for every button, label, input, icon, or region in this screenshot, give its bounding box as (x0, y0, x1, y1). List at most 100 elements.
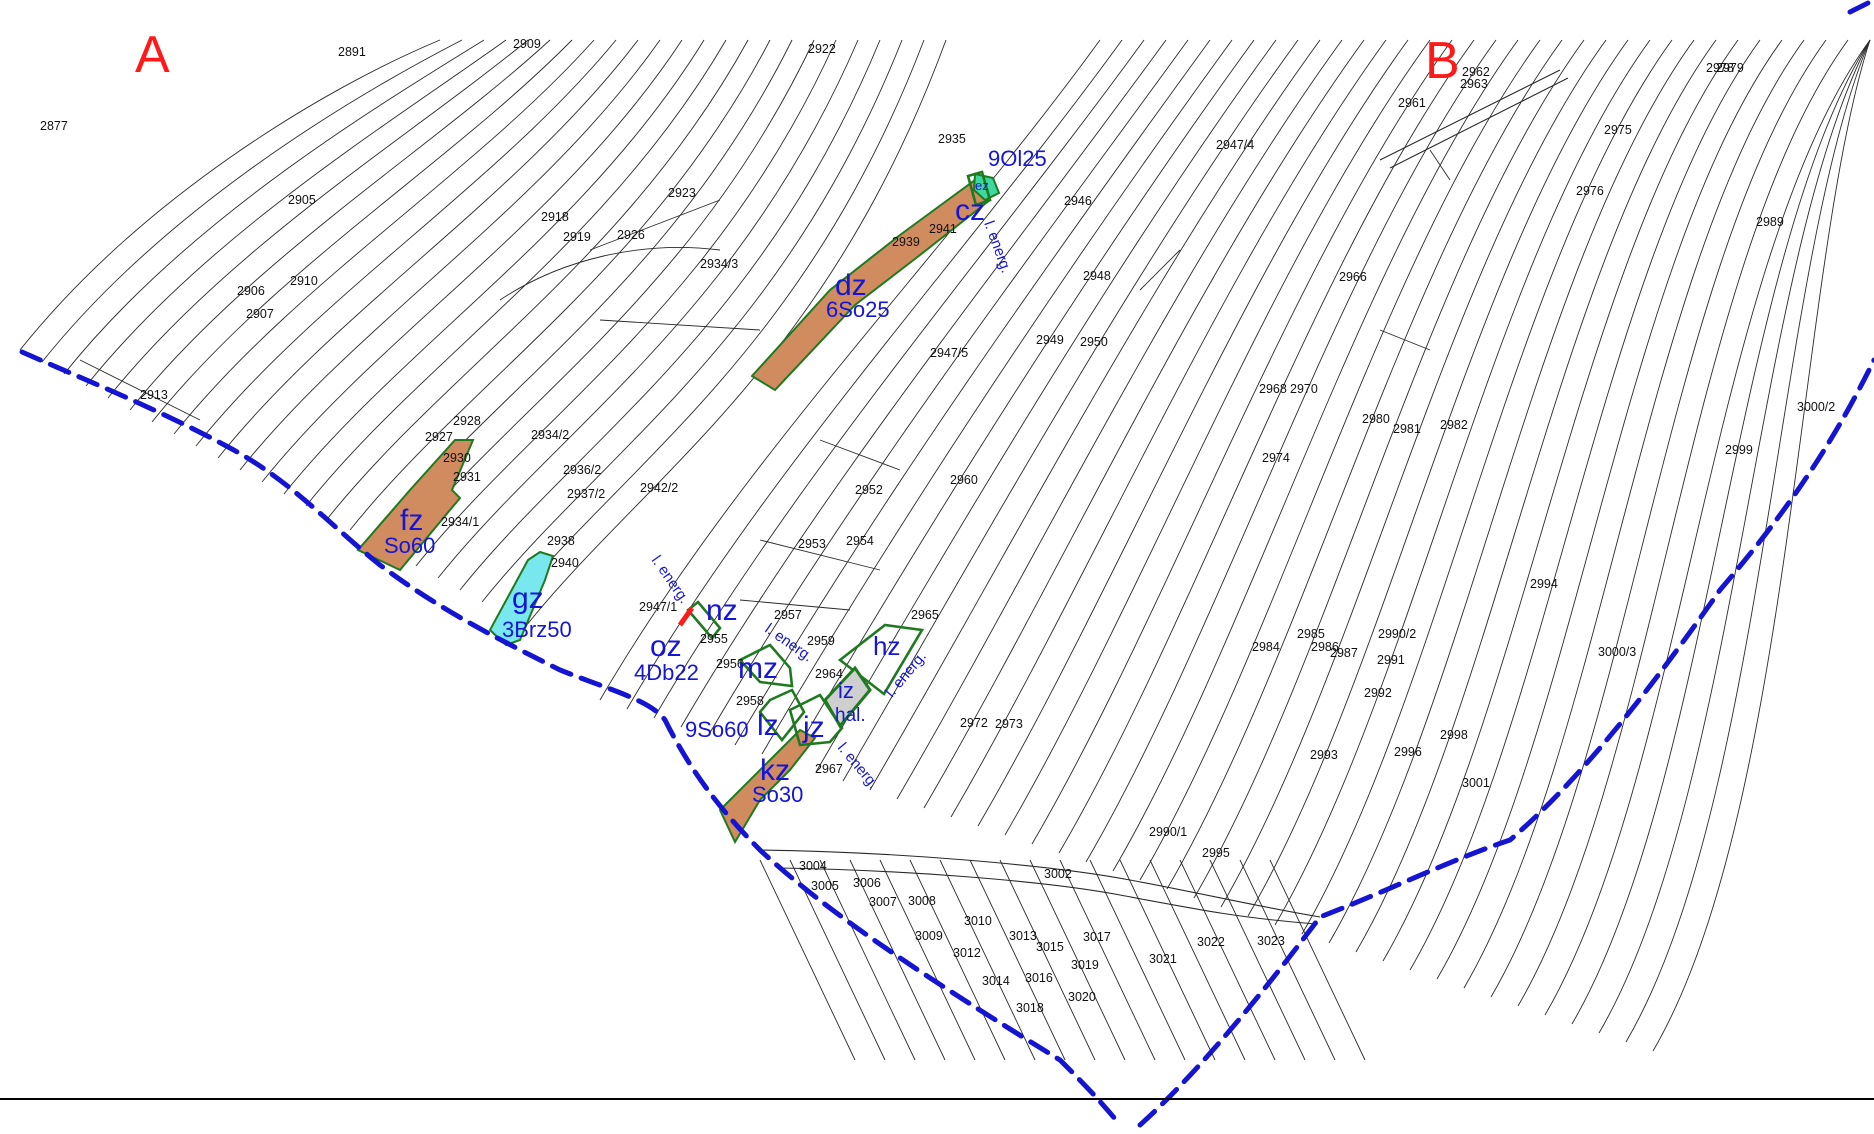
road-south-upper (759, 849, 1321, 918)
zone-label-oz: oz (650, 630, 682, 663)
parcel-boundary-line (759, 859, 856, 1061)
parcel-boundary-line (788, 39, 1255, 764)
zone-mz-area (737, 643, 794, 688)
parcel-number: 2952 (855, 483, 883, 497)
parcel-boundary-line (923, 39, 1365, 809)
parcel-boundary-line (1085, 39, 1497, 863)
parcel-boundary-line (239, 39, 661, 471)
zone-label-cz: cz (955, 194, 985, 227)
parcel-numbers: 2877 2891 2909 2922 2962 2963 2961 2978 … (40, 37, 1835, 1015)
parcel-number: 2931 (453, 470, 481, 484)
parcel-boundary-line (1166, 39, 1563, 890)
parcel-number: 2998 (1440, 728, 1468, 742)
parcel-number: 2936/2 (563, 463, 601, 477)
zone-label-iz: iz (838, 678, 854, 703)
zone-label-nz: nz (706, 594, 738, 627)
parcel-number: 2957 (774, 608, 802, 622)
parcel-number: 3009 (915, 929, 943, 943)
parcel-number: 2955 (700, 632, 728, 646)
corner-label-a: A (135, 26, 170, 84)
parcel-number: 2937/2 (567, 487, 605, 501)
parcel-boundary-line (977, 39, 1409, 827)
parcel-number: 2947/1 (639, 600, 677, 614)
parcel-number: 2935 (938, 132, 966, 146)
parcel-boundary-line (707, 39, 1189, 737)
zone-code-gz: 3Brz50 (502, 617, 572, 642)
parcel-boundary-line (63, 39, 485, 375)
parcel-number: 2877 (40, 119, 68, 133)
zone-nz-red-mark (677, 606, 695, 627)
parcel-boundary-line (217, 39, 639, 459)
parcel-boundary-line (437, 39, 859, 579)
parcel-number: 2968 (1259, 382, 1287, 396)
parcel-boundary-line (1149, 859, 1246, 1061)
parcel-boundary-line (1058, 39, 1475, 854)
parcel-number: 3002 (1044, 867, 1072, 881)
zone-code-kz: So30 (752, 782, 803, 807)
parcel-number: 2973 (995, 717, 1023, 731)
parcel-boundary-line (1328, 39, 1695, 944)
parcel-number: 2918 (541, 210, 569, 224)
parcel-number: 2919 (563, 230, 591, 244)
parcel-boundary-line (589, 199, 721, 251)
parcel-number: 2922 (808, 42, 836, 56)
parcel-boundary-line (1379, 329, 1431, 351)
parcel-boundary-line (599, 39, 1101, 701)
parcel-number: 2967 (815, 762, 843, 776)
parcel-boundary-line (79, 359, 201, 421)
parcel-number: 3005 (811, 879, 839, 893)
parcel-number: 2953 (798, 537, 826, 551)
parcel-number: 2999 (1725, 443, 1753, 457)
parcel-number: 2947/4 (1216, 138, 1254, 152)
parcel-number: 2994 (1530, 577, 1558, 591)
parcel-number: 2928 (453, 414, 481, 428)
parcel-boundary-line (151, 39, 573, 423)
parcel-number: 2913 (140, 388, 168, 402)
parcel-number: 3014 (982, 974, 1010, 988)
boundary-southeast (1137, 357, 1874, 1128)
zone-code-oz: 4Db22 (634, 660, 699, 685)
parcel-number: 3020 (1068, 990, 1096, 1004)
parcel-boundary-line (1429, 149, 1451, 181)
parcel-boundary-line (173, 39, 595, 435)
zone-label-gz: gz (512, 582, 544, 615)
zone-code-dz: 6So25 (826, 297, 890, 322)
parcel-number: 3021 (1149, 952, 1177, 966)
zone-jz-area (788, 693, 844, 747)
parcel-number: 3008 (908, 894, 936, 908)
parcel-boundary-line (789, 859, 886, 1061)
zone-lz-area (758, 688, 806, 743)
parcel-boundary-line (759, 539, 881, 571)
parcel-lines (19, 39, 1871, 1061)
zone-label-jz: jz (802, 711, 825, 744)
parcel-number: 3000/2 (1797, 400, 1835, 414)
parcel-boundary-line (879, 859, 976, 1061)
parcel-number: 3015 (1036, 940, 1064, 954)
parcel-boundary-line (896, 39, 1343, 800)
parcel-number: 2992 (1364, 686, 1392, 700)
parcel-number: 2970 (1290, 382, 1318, 396)
parcel-number: 2963 (1460, 77, 1488, 91)
parcel-number: 2965 (911, 608, 939, 622)
parcel-number: 2989 (1756, 215, 1784, 229)
parcel-number: 2930 (443, 451, 471, 465)
zone-label-fz: fz (400, 504, 423, 537)
parcel-boundary-line (1598, 39, 1871, 1034)
parcel-number: 2949 (1036, 333, 1064, 347)
parcel-boundary-line (481, 39, 903, 603)
parcel-number: 2995 (1202, 846, 1230, 860)
parcel-number: 3001 (1462, 776, 1490, 790)
parcel-boundary-line (499, 247, 721, 301)
parcel-number: 2982 (1440, 418, 1468, 432)
parcel-number: 3010 (964, 914, 992, 928)
zone-code-9Ol25: 9Ol25 (988, 146, 1047, 171)
parcel-boundary-line (1517, 39, 1849, 1007)
zone-cz-area (966, 170, 992, 207)
parcel-number: 2991 (1377, 653, 1405, 667)
parcel-number: 2909 (513, 37, 541, 51)
parcel-number: 2972 (960, 716, 988, 730)
parcel-boundary-line (842, 39, 1299, 782)
parcel-number: 3017 (1083, 930, 1111, 944)
parcel-boundary-line (1463, 39, 1805, 989)
parcel-number: 2985 (1297, 627, 1325, 641)
